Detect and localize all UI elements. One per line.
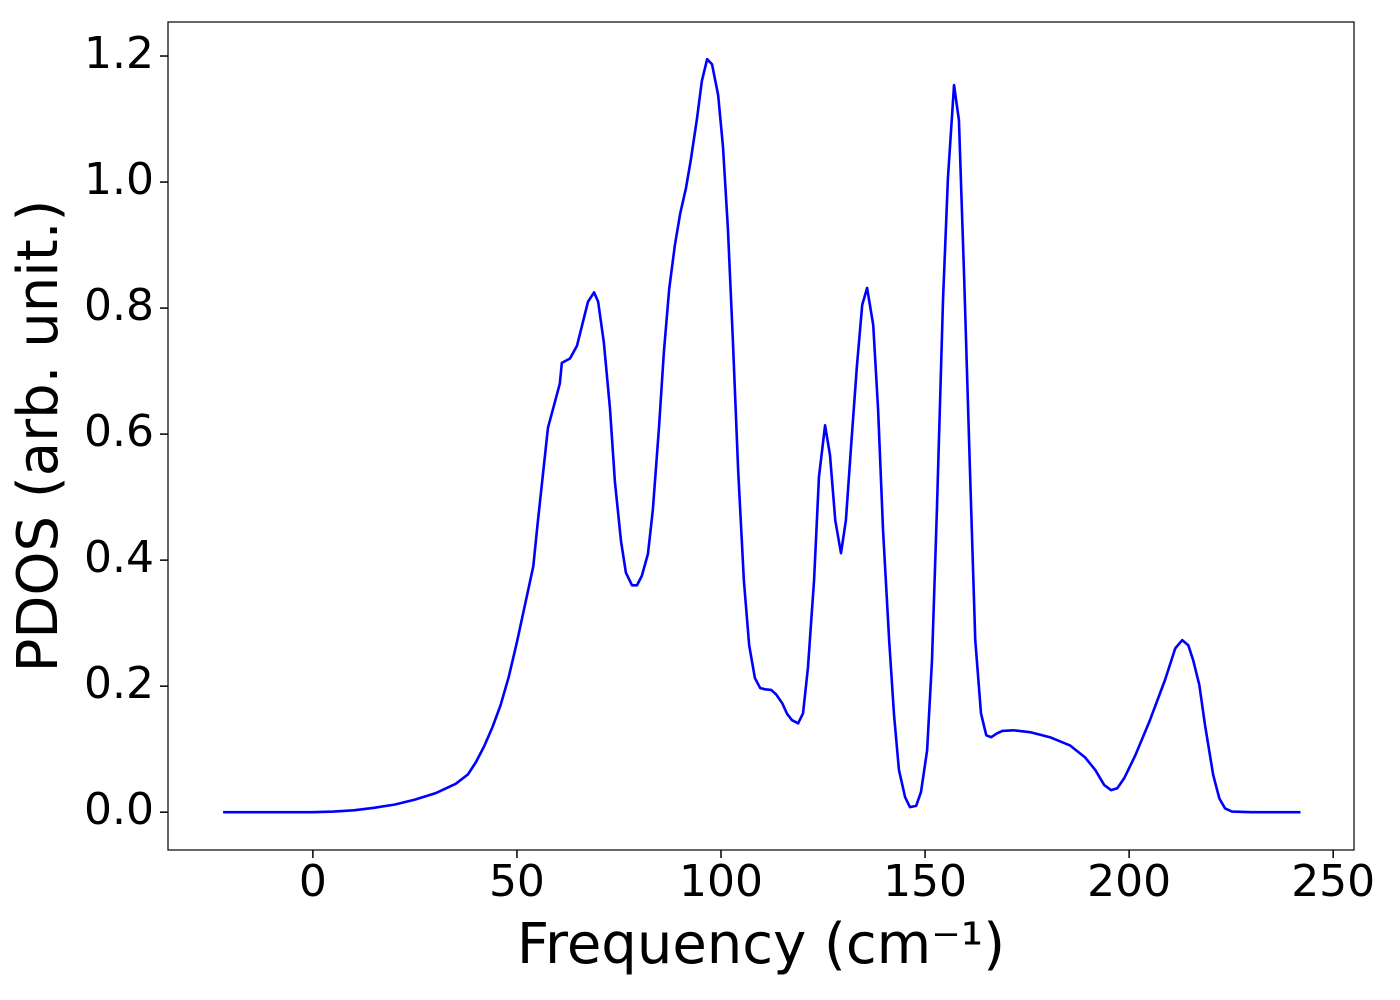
- y-tick-label: 1.0: [84, 154, 154, 205]
- y-tick-label: 0.8: [84, 280, 154, 331]
- x-tick-label: 50: [489, 856, 545, 907]
- x-tick-label: 250: [1291, 856, 1375, 907]
- y-tick-label: 0.2: [84, 658, 154, 709]
- plot-frame: [167, 21, 1355, 851]
- y-tick-label: 0.4: [84, 532, 154, 583]
- y-tick-label: 0.0: [84, 784, 154, 835]
- x-tick-label: 150: [883, 856, 967, 907]
- x-tick-label: 0: [299, 856, 327, 907]
- x-tick-label: 100: [679, 856, 763, 907]
- y-axis-label: PDOS (arb. unit.): [6, 200, 71, 673]
- x-tick-label: 200: [1087, 856, 1171, 907]
- data-line: [223, 57, 1301, 814]
- y-tick-label: 1.2: [84, 28, 154, 79]
- x-axis-label: Frequency (cm⁻¹): [517, 912, 1005, 977]
- y-tick-label: 0.6: [84, 406, 154, 457]
